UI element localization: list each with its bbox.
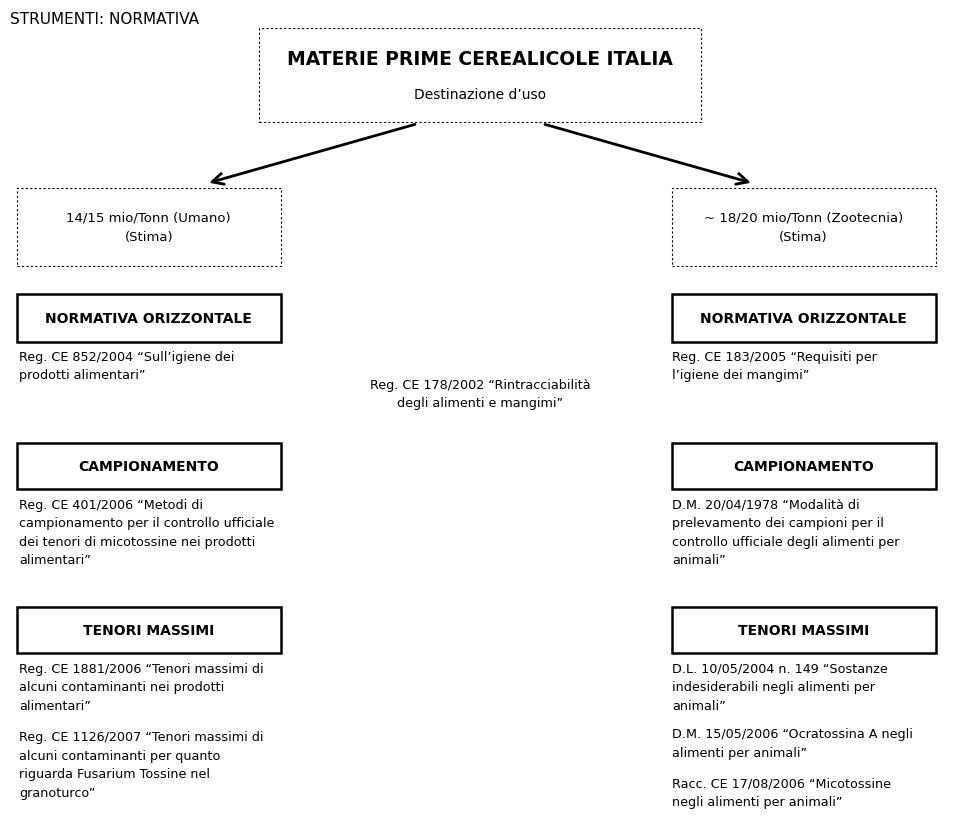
Text: D.L. 10/05/2004 n. 149 “Sostanze
indesiderabili negli alimenti per
animali”: D.L. 10/05/2004 n. 149 “Sostanze indesid… xyxy=(672,662,888,712)
Text: Destinazione d’uso: Destinazione d’uso xyxy=(414,88,546,102)
FancyBboxPatch shape xyxy=(672,444,935,489)
Text: Reg. CE 178/2002 “Rintracciabilità
degli alimenti e mangimi”: Reg. CE 178/2002 “Rintracciabilità degli… xyxy=(370,378,590,410)
Text: NORMATIVA ORIZZONTALE: NORMATIVA ORIZZONTALE xyxy=(45,311,252,326)
FancyBboxPatch shape xyxy=(16,444,280,489)
Text: D.M. 20/04/1978 “Modalità di
prelevamento dei campioni per il
controllo ufficial: D.M. 20/04/1978 “Modalità di prelevament… xyxy=(672,498,900,567)
FancyBboxPatch shape xyxy=(672,295,935,342)
FancyBboxPatch shape xyxy=(16,188,280,266)
Text: CAMPIONAMENTO: CAMPIONAMENTO xyxy=(733,459,874,473)
Text: MATERIE PRIME CEREALICOLE ITALIA: MATERIE PRIME CEREALICOLE ITALIA xyxy=(287,50,673,70)
Text: Reg. CE 183/2005 “Requisiti per
l’igiene dei mangimi”: Reg. CE 183/2005 “Requisiti per l’igiene… xyxy=(672,351,876,382)
Text: Racc. CE 17/08/2006 “Micotossine
negli alimenti per animali”: Racc. CE 17/08/2006 “Micotossine negli a… xyxy=(672,776,891,808)
Text: TENORI MASSIMI: TENORI MASSIMI xyxy=(84,623,214,637)
Text: Reg. CE 1126/2007 “Tenori massimi di
alcuni contaminanti per quanto
riguarda Fus: Reg. CE 1126/2007 “Tenori massimi di alc… xyxy=(19,731,264,799)
Text: Reg. CE 401/2006 “Metodi di
campionamento per il controllo ufficiale
dei tenori : Reg. CE 401/2006 “Metodi di campionament… xyxy=(19,498,275,567)
Text: STRUMENTI: NORMATIVA: STRUMENTI: NORMATIVA xyxy=(10,12,199,27)
Text: TENORI MASSIMI: TENORI MASSIMI xyxy=(738,623,869,637)
Text: 14/15 mio/Tonn (Umano)
(Stima): 14/15 mio/Tonn (Umano) (Stima) xyxy=(66,211,231,243)
FancyBboxPatch shape xyxy=(16,295,280,342)
Text: ~ 18/20 mio/Tonn (Zootecnia)
(Stima): ~ 18/20 mio/Tonn (Zootecnia) (Stima) xyxy=(704,211,903,243)
FancyBboxPatch shape xyxy=(259,29,701,123)
Text: CAMPIONAMENTO: CAMPIONAMENTO xyxy=(79,459,219,473)
FancyBboxPatch shape xyxy=(672,188,935,266)
Text: D.M. 15/05/2006 “Ocratossina A negli
alimenti per animali”: D.M. 15/05/2006 “Ocratossina A negli ali… xyxy=(672,727,913,758)
Text: Reg. CE 1881/2006 “Tenori massimi di
alcuni contaminanti nei prodotti
alimentari: Reg. CE 1881/2006 “Tenori massimi di alc… xyxy=(19,662,264,712)
Text: Reg. CE 852/2004 “Sull’igiene dei
prodotti alimentari”: Reg. CE 852/2004 “Sull’igiene dei prodot… xyxy=(19,351,234,382)
FancyBboxPatch shape xyxy=(672,608,935,653)
FancyBboxPatch shape xyxy=(16,608,280,653)
Text: NORMATIVA ORIZZONTALE: NORMATIVA ORIZZONTALE xyxy=(700,311,907,326)
